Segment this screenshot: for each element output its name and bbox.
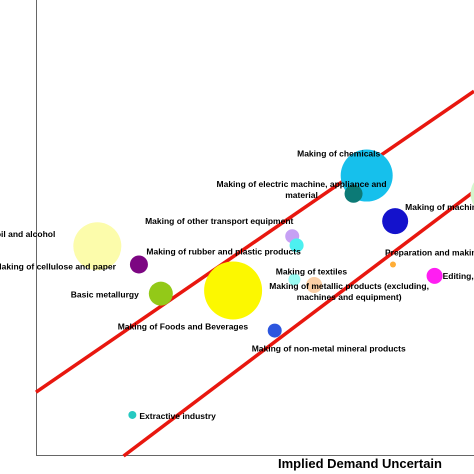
point-label: Making of metallic products (excluding, m… [269,281,429,302]
point-label: Basic metallurgy [71,290,139,300]
trend-line-1 [35,89,474,394]
data-point [148,281,173,306]
data-point [288,273,301,286]
point-label: Making of textiles [276,267,348,277]
point-label: Editing, Printing [443,271,474,281]
data-point [389,261,396,268]
data-point [344,184,363,203]
data-points [73,149,474,419]
data-point [204,261,263,320]
point-label: Making of electric machine, appliance an… [217,179,387,200]
point-labels: Making of chemicals Making of electric ma… [0,149,474,421]
data-point [382,208,409,235]
data-point [267,323,282,338]
data-point [306,277,323,293]
x-axis-label: Implied Demand Uncertain [278,456,442,471]
data-point [73,222,122,271]
point-label: Making of cellulose and paper [0,261,117,271]
point-label: Preparation and making of leather [385,247,474,257]
regression-lines [35,89,474,458]
point-label: Making of non-metal mineral products [252,344,406,354]
point-label: Making of chemicals [297,149,380,159]
point-label: Making of rubber and plastic products [146,246,301,256]
data-point [470,182,474,206]
data-point [426,267,443,284]
data-point [129,255,148,274]
point-label: Making and refining of oil and alcohol [0,229,55,239]
point-label: Extractive industry [139,411,216,421]
data-point [128,410,137,419]
point-label: Making of machines and equipment [405,202,474,212]
data-point [289,238,304,253]
trend-line-2 [122,190,474,458]
point-label: Making of Foods and Beverages [118,321,249,331]
point-label: Making of other transport equipment [145,216,293,226]
